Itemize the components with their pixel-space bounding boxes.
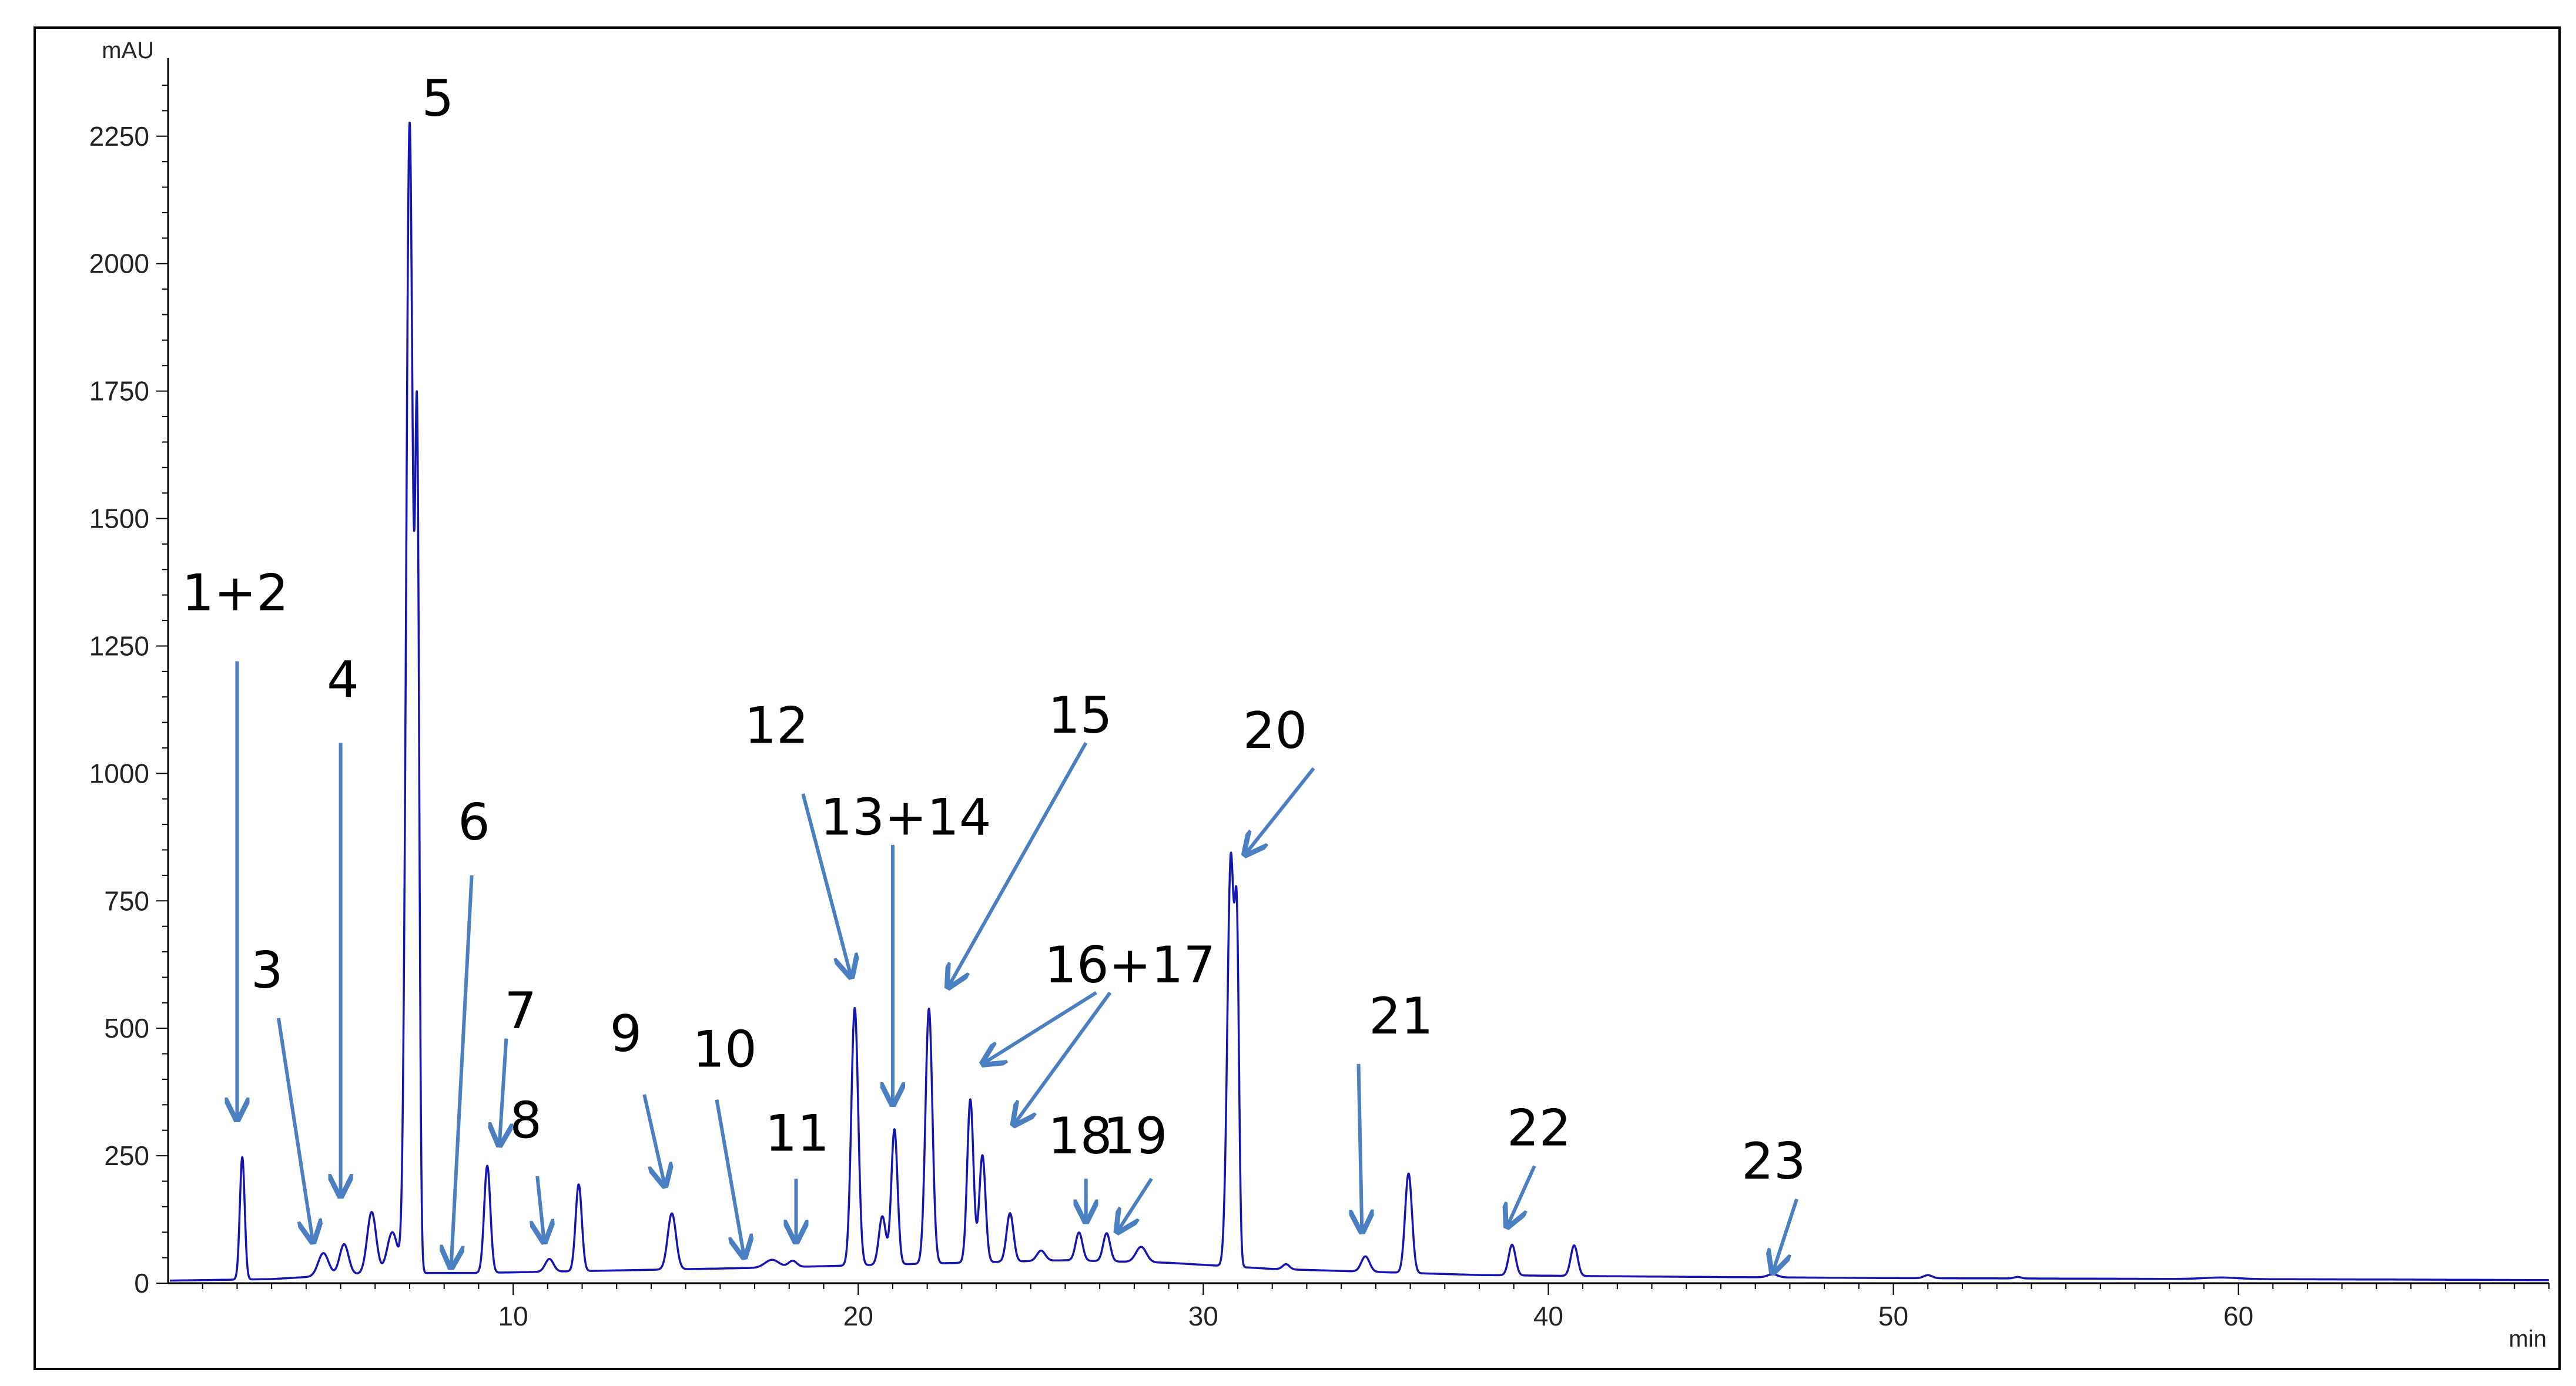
- peak-label: 18: [1048, 1107, 1112, 1166]
- peak-arrow: [1507, 1165, 1536, 1227]
- peak-arrow: [1117, 1177, 1153, 1232]
- peak-arrow: [276, 1018, 313, 1243]
- peak-label: 6: [458, 793, 490, 852]
- peak-arrow: [500, 1038, 507, 1146]
- trace-layer: [169, 122, 2550, 1282]
- x-tick-label: 50: [1878, 1301, 1908, 1331]
- y-tick-label: 1750: [89, 376, 149, 407]
- y-axis-unit-label: mAU: [102, 38, 154, 63]
- y-tick-label: 2000: [89, 249, 149, 279]
- y-tick-label: 1250: [89, 630, 149, 661]
- peak-label: 11: [765, 1104, 829, 1163]
- y-tick-label: 0: [134, 1268, 149, 1298]
- peak-label: 9: [609, 1005, 642, 1063]
- peak-arrow: [948, 741, 1088, 987]
- y-tick-label: 1500: [89, 504, 149, 534]
- y-tick-label: 750: [104, 885, 149, 916]
- y-tick-label: 2250: [89, 121, 149, 152]
- x-tick-label: 30: [1188, 1301, 1218, 1331]
- peak-arrow: [1245, 767, 1315, 855]
- peak-arrow: [1773, 1198, 1798, 1273]
- peak-label: 16+17: [1044, 936, 1215, 995]
- peak-arrow: [1359, 1063, 1362, 1232]
- peak-arrow: [983, 991, 1097, 1063]
- peak-label: 10: [692, 1020, 756, 1079]
- peak-label: 22: [1507, 1099, 1571, 1158]
- y-tick-label: 250: [104, 1140, 149, 1171]
- peak-label: 13+14: [820, 788, 991, 847]
- peak-label: 23: [1741, 1132, 1805, 1191]
- peak-label: 19: [1103, 1107, 1167, 1166]
- peak-label: 15: [1048, 686, 1112, 745]
- peak-label: 12: [744, 696, 808, 755]
- chart-frame: 0 250 500 750 1000 1250 1500 1750 2000 2250 10 20 30…: [34, 26, 2561, 1370]
- peak-arrow: [715, 1099, 744, 1258]
- peak-label: 8: [510, 1092, 542, 1150]
- y-tick-label: 500: [104, 1013, 149, 1043]
- peak-label: 20: [1243, 702, 1307, 760]
- peak-label: 4: [327, 650, 359, 709]
- peak-arrow: [642, 1094, 665, 1186]
- peak-label: 1+2: [182, 564, 289, 623]
- peak-arrow: [451, 875, 474, 1268]
- x-tick-label: 40: [1533, 1301, 1563, 1331]
- chromatogram-trace: [169, 122, 2550, 1282]
- peak-arrow: [1013, 991, 1112, 1125]
- x-tick-label: 10: [498, 1301, 528, 1331]
- peak-label: 3: [251, 941, 283, 1000]
- x-tick-label: 20: [843, 1301, 873, 1331]
- peak-label: 7: [504, 982, 537, 1041]
- x-axis-unit-label: min: [2509, 1326, 2547, 1352]
- peak-arrow: [537, 1176, 544, 1243]
- peak-label: 21: [1369, 987, 1433, 1046]
- peak-label: 5: [422, 69, 454, 128]
- x-tick-label: 60: [2223, 1301, 2253, 1331]
- peak-arrow: [801, 793, 851, 977]
- y-tick-label: 1000: [89, 758, 149, 788]
